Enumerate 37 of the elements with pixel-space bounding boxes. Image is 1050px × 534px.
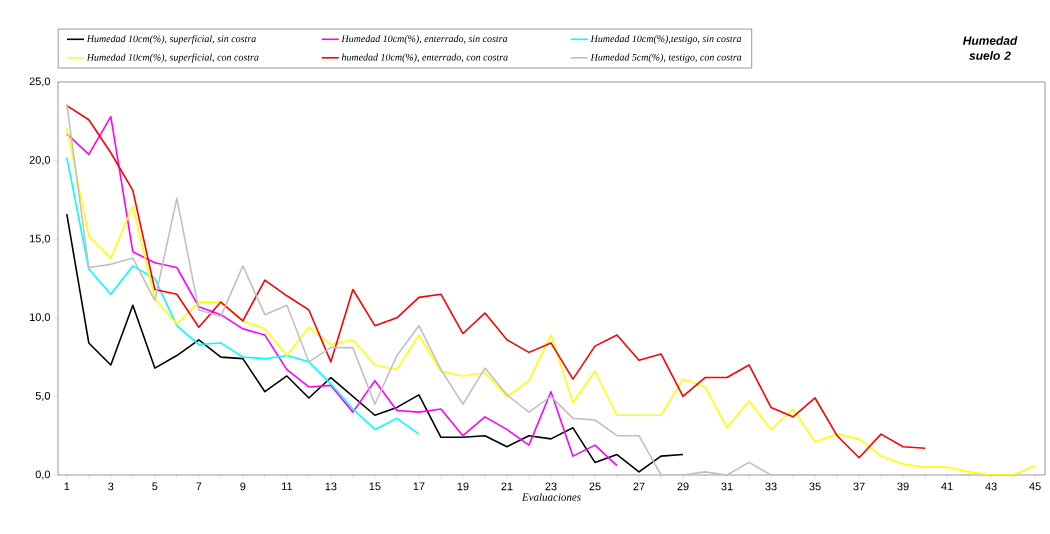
x-tick-label: 15 <box>369 482 381 491</box>
x-axis-title: Evaluaciones <box>521 493 581 501</box>
legend-label: Humedad 10cm(%),testigo, sin costra <box>590 35 742 45</box>
x-tick-label: 45 <box>1029 482 1041 491</box>
legend-label: Humedad 10cm(%), superficial, con costra <box>86 53 259 63</box>
x-tick-label: 29 <box>677 482 689 491</box>
y-tick-label: 0,0 <box>35 470 51 480</box>
y-tick-label: 10,0 <box>29 313 51 323</box>
x-tick-label: 19 <box>457 482 469 491</box>
x-tick-label: 31 <box>721 482 733 491</box>
chart-title: Humedad suelo 2 <box>962 36 1018 60</box>
legend-label: humedad 10cm(%), enterrado, con costra <box>341 53 508 63</box>
x-tick-label: 41 <box>941 482 953 491</box>
x-tick-label: 17 <box>413 482 425 491</box>
x-tick-label: 5 <box>152 482 158 491</box>
x-tick-label: 13 <box>325 482 337 491</box>
y-tick-label: 15,0 <box>29 234 51 244</box>
x-tick-label: 37 <box>853 482 865 491</box>
x-tick-label: 33 <box>765 482 777 491</box>
y-tick-label: 20,0 <box>29 156 51 166</box>
x-tick-label: 39 <box>897 482 909 491</box>
legend-label: Humedad 10cm(%), enterrado, sin costra <box>341 35 508 45</box>
x-tick-label: 21 <box>501 482 513 491</box>
x-tick-label: 3 <box>108 482 114 491</box>
x-tick-label: 9 <box>240 482 246 491</box>
y-tick-label: 5,0 <box>35 391 51 401</box>
x-tick-label: 1 <box>64 482 70 491</box>
x-tick-label: 11 <box>282 482 293 491</box>
x-tick-label: 43 <box>985 482 997 491</box>
x-tick-label: 23 <box>545 482 557 491</box>
x-tick-label: 25 <box>589 482 601 491</box>
legend-label: Humedad 5cm(%), testigo, con costra <box>590 53 742 63</box>
x-tick-label: 7 <box>196 482 202 491</box>
x-tick-label: 27 <box>633 482 645 491</box>
legend-label: Humedad 10cm(%), superficial, sin costra <box>86 35 256 45</box>
x-tick-label: 35 <box>809 482 821 491</box>
y-tick-label: 25,0 <box>29 77 51 87</box>
